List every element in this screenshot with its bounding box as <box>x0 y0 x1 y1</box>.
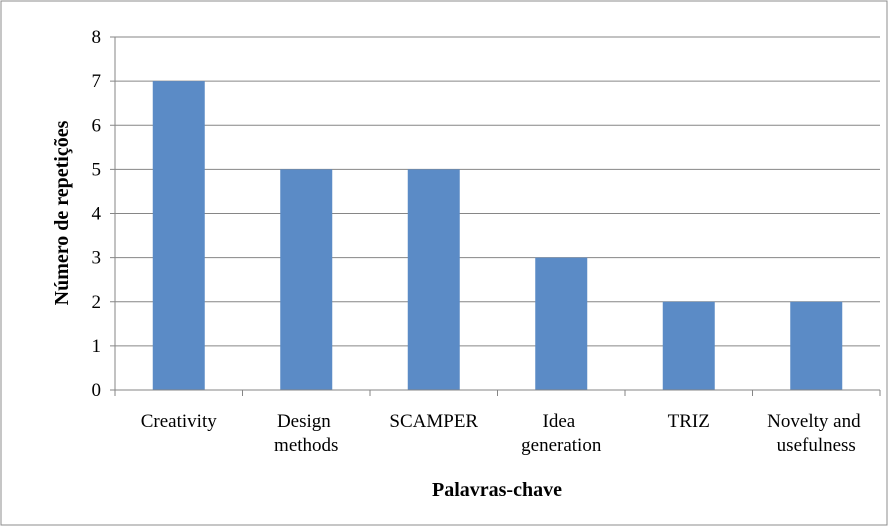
y-tick-label: 5 <box>92 159 102 180</box>
bar <box>407 169 460 390</box>
y-axis-title: Número de repetições <box>51 120 73 305</box>
bar <box>280 169 333 390</box>
x-tick-label: Creativity <box>141 411 217 432</box>
x-tick-label: Design methods <box>274 411 338 456</box>
bar <box>535 257 588 390</box>
y-tick-label: 2 <box>92 292 102 313</box>
x-tick-label: Idea generation <box>521 411 602 456</box>
x-tick-label: SCAMPER <box>389 411 478 432</box>
y-tick-label: 8 <box>92 27 102 48</box>
x-tick-label: TRIZ <box>668 411 710 432</box>
x-tick-label: Novelty and usefulness <box>767 411 865 456</box>
y-tick-label: 7 <box>92 71 102 92</box>
y-tick-label: 4 <box>92 204 102 225</box>
y-tick-label: 6 <box>92 115 102 136</box>
x-axis-title: Palavras-chave <box>432 479 562 501</box>
y-tick-label: 3 <box>92 248 102 269</box>
y-tick-label: 1 <box>92 336 102 357</box>
bar <box>662 301 715 390</box>
y-tick-label: 0 <box>92 380 102 401</box>
bar <box>152 81 205 390</box>
bar <box>790 301 843 390</box>
